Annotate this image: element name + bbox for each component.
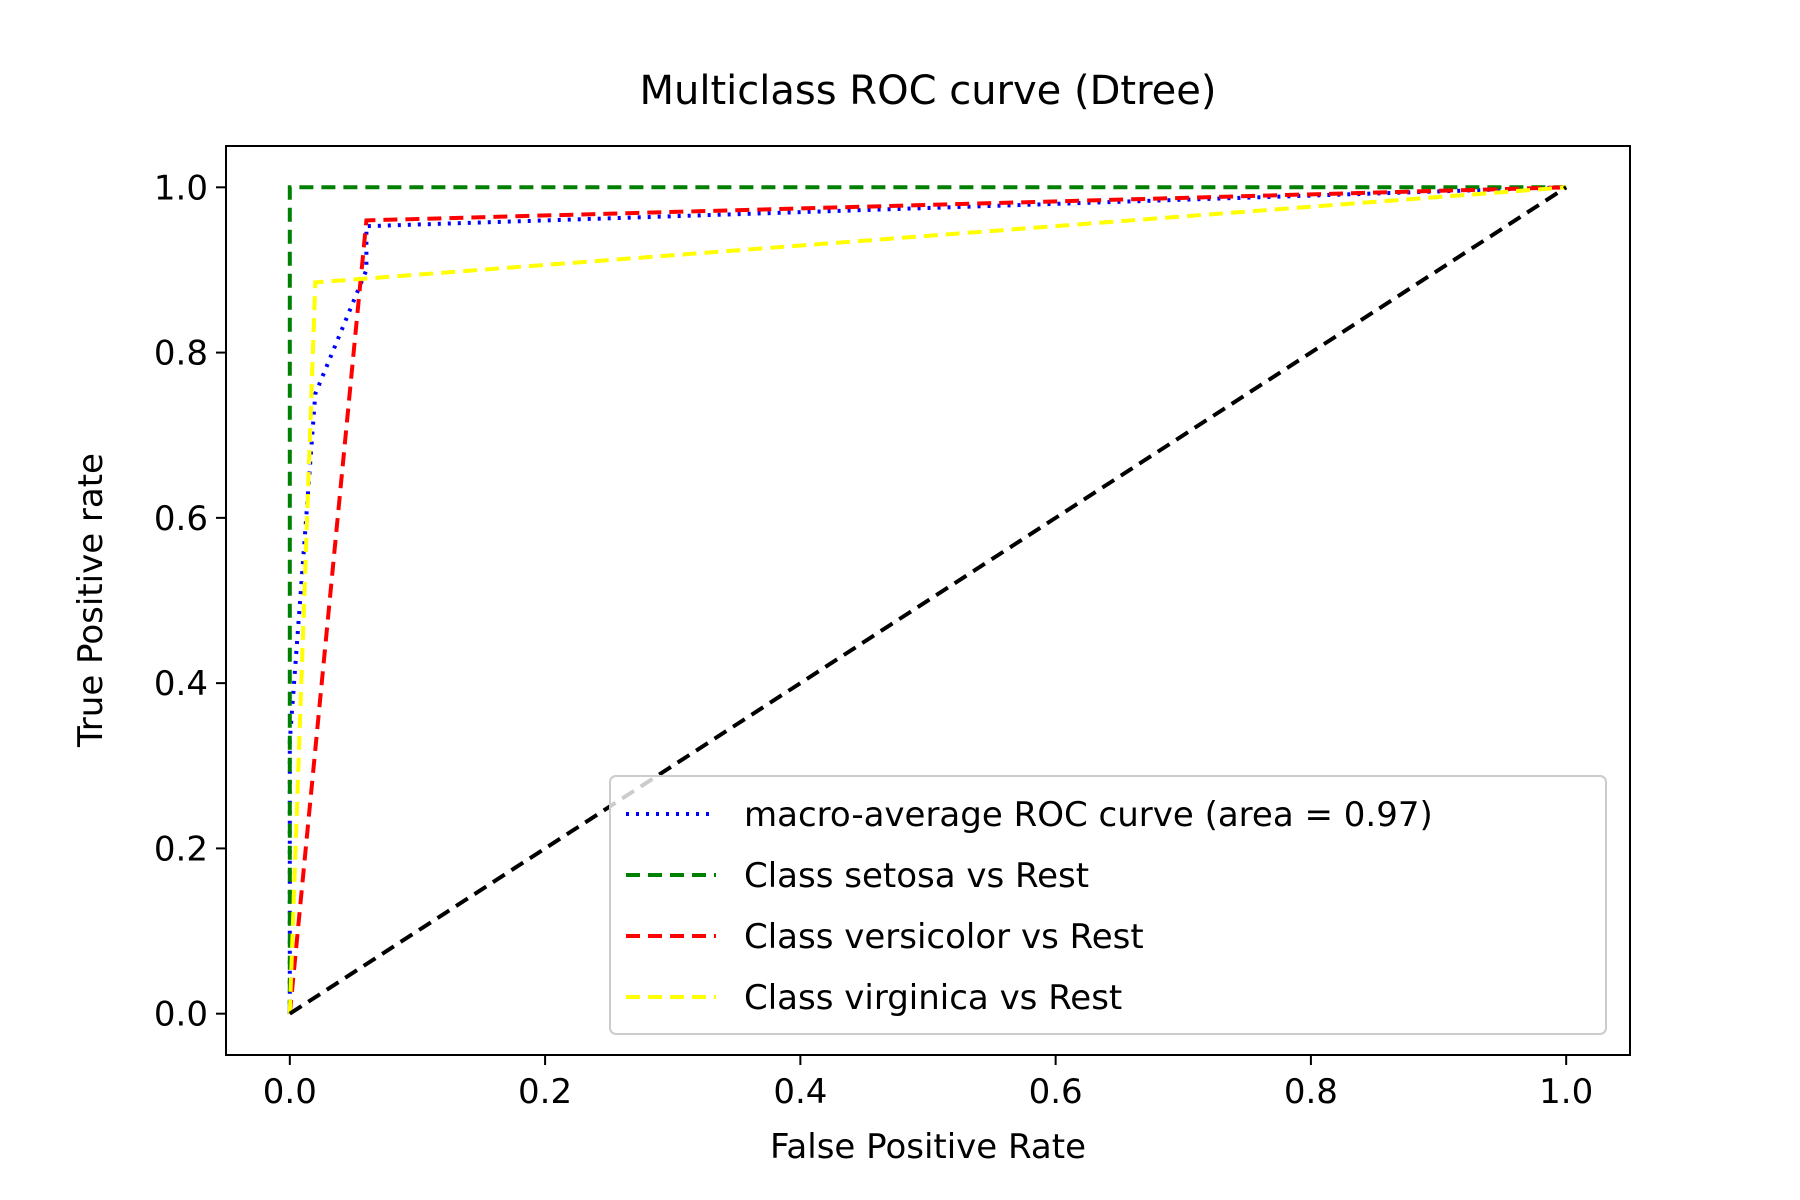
- y-tick-label: 0.8: [154, 334, 208, 374]
- legend: macro-average ROC curve (area = 0.97) Cla…: [609, 775, 1607, 1035]
- x-tick-label: 0.4: [773, 1072, 827, 1112]
- plot-frame: [225, 145, 1631, 1056]
- series-line-3: [287, 185, 1567, 1014]
- x-axis-label: False Positive Rate: [770, 1127, 1086, 1167]
- y-tick-label: 0.4: [154, 664, 208, 704]
- y-axis-label: True Positive rate: [71, 453, 111, 748]
- legend-box: [609, 775, 1607, 1035]
- legend-label: Class versicolor vs Rest: [744, 917, 1144, 957]
- plot-area: [287, 185, 1568, 1016]
- x-tick-label: 1.0: [1539, 1072, 1593, 1112]
- legend-label: Class setosa vs Rest: [744, 856, 1089, 896]
- legend-label: Class virginica vs Rest: [744, 978, 1122, 1018]
- axes: 0.0 0.2 0.4 0.6 0.8 1.0 0.0 0.2 0.4 0.6 0.8 1.0: [154, 145, 1631, 1112]
- y-tick-label: 0.0: [154, 995, 208, 1035]
- y-tick-label: 1.0: [154, 168, 208, 208]
- diagonal-reference-line: [288, 185, 1568, 1016]
- legend-label: macro-average ROC curve (area = 0.97): [744, 795, 1433, 835]
- x-tick-label: 0.6: [1029, 1072, 1083, 1112]
- x-tick-label: 0.0: [263, 1072, 317, 1112]
- y-tick-label: 0.6: [154, 499, 208, 539]
- y-tick-label: 0.2: [154, 829, 208, 869]
- series-line-2: [287, 185, 1567, 1014]
- x-tick-label: 0.8: [1284, 1072, 1338, 1112]
- series-line-4: [287, 185, 1567, 1014]
- chart-title: Multiclass ROC curve (Dtree): [640, 68, 1217, 114]
- x-tick-label: 0.2: [518, 1072, 572, 1112]
